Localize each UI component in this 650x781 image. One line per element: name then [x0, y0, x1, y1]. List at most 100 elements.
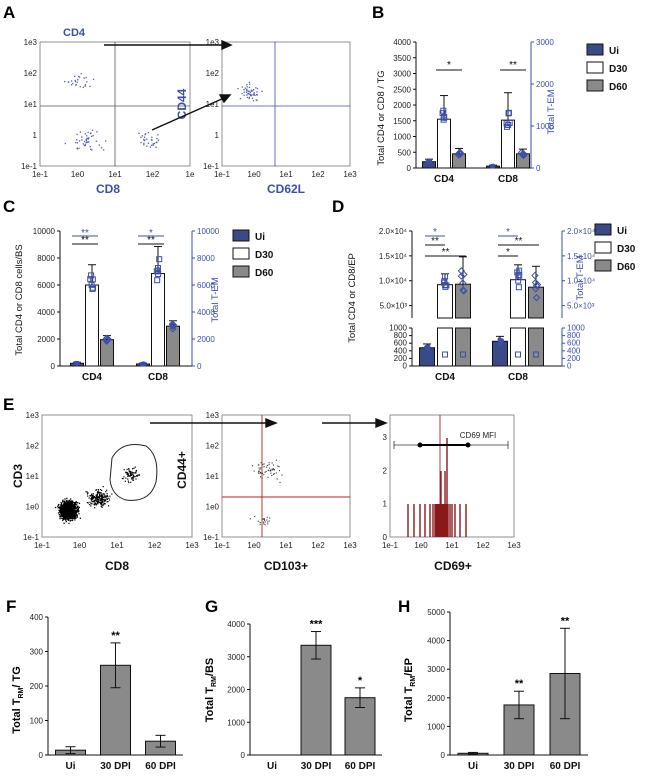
x-tick-label: 1e1	[279, 541, 293, 550]
event-dot	[69, 502, 71, 504]
event-dot	[73, 505, 75, 508]
event-dot	[96, 494, 98, 496]
x-tick-label: 1e1	[445, 541, 459, 550]
y-tick-label: 1e3	[206, 411, 220, 420]
event-dot	[74, 505, 77, 508]
event-dot	[71, 503, 73, 505]
e2-frame	[221, 414, 351, 538]
event-dot	[91, 497, 94, 500]
event-dot	[101, 495, 103, 498]
event-dot	[94, 497, 96, 499]
event-dot	[143, 144, 145, 146]
event-dot	[87, 495, 89, 497]
event-dot	[137, 474, 139, 476]
event-dot	[59, 511, 61, 514]
svg-text:*: *	[149, 228, 153, 239]
event-dot	[103, 500, 105, 502]
svg-text:**: **	[515, 236, 523, 247]
event-dot	[109, 495, 111, 497]
event-dot	[155, 146, 157, 148]
event-dot	[101, 506, 103, 509]
event-dot	[63, 508, 65, 510]
event-dot	[155, 141, 157, 144]
c-ylabel: Total CD4 or CD8 cells/BS	[14, 244, 25, 355]
event-dot	[75, 84, 78, 86]
event-dot	[106, 489, 108, 491]
event-dot	[78, 506, 81, 509]
y-tick-label: 2.0×10⁴	[379, 227, 408, 236]
event-dot	[90, 503, 92, 505]
event-dot	[58, 509, 60, 512]
event-dot	[130, 472, 132, 475]
event-dot	[60, 504, 62, 506]
data-point	[88, 281, 95, 288]
event-dot	[64, 512, 67, 514]
event-dot	[260, 467, 262, 469]
event-dot	[87, 141, 89, 143]
event-dot	[248, 93, 250, 95]
event-dot	[98, 496, 100, 498]
event-dot	[68, 511, 71, 513]
y-tick-label: 1e3	[206, 38, 220, 47]
y-tick-label: 1000	[393, 133, 411, 142]
event-dot	[140, 141, 142, 144]
event-dot	[126, 468, 128, 471]
e1-gate	[109, 444, 158, 501]
event-dot	[97, 496, 99, 498]
event-dot	[244, 87, 246, 89]
event-dot	[72, 501, 74, 503]
event-dot	[73, 511, 75, 513]
event-dot	[66, 505, 68, 507]
panel-label-c: C	[3, 197, 15, 216]
data-point	[460, 287, 468, 295]
event-dot	[72, 515, 74, 517]
event-dot	[277, 465, 279, 467]
data-point	[154, 267, 161, 274]
event-dot	[99, 499, 101, 502]
y2-tick-label: 8000	[197, 254, 215, 263]
event-dot	[265, 470, 267, 473]
event-dot	[123, 476, 125, 478]
y-tick-label: 1e2	[206, 442, 220, 451]
y-tick-label: 2500	[393, 85, 411, 94]
event-dot	[251, 465, 254, 467]
panel-a-left-plot: CD4 1e3 1e2 1e1 1 1e-1 1e-1 1e0 1e1 1e2 1e CD8	[21, 27, 195, 196]
event-dot	[108, 497, 110, 499]
a-arrowhead-bottom	[218, 94, 232, 104]
event-dot	[59, 516, 61, 518]
e3-annotation: CD69 MFI	[460, 431, 496, 440]
event-dot	[271, 469, 273, 471]
event-dot	[60, 513, 62, 516]
event-dot	[135, 472, 137, 474]
event-dot	[249, 518, 251, 520]
event-dot	[143, 138, 145, 141]
data-point	[140, 361, 146, 367]
category-label: 30 DPI	[100, 761, 131, 772]
event-dot	[62, 519, 64, 522]
data-point	[531, 271, 539, 280]
event-dot	[131, 473, 133, 475]
event-dot	[264, 471, 266, 473]
y2-tick-label: 400	[567, 346, 581, 355]
event-dot	[100, 492, 102, 494]
event-dot	[261, 477, 263, 479]
event-dot	[125, 477, 127, 479]
event-dot	[260, 472, 262, 474]
event-dot	[64, 505, 67, 508]
data-point	[457, 272, 466, 280]
event-dot	[157, 139, 160, 141]
x-tick-label: 1e3	[343, 541, 357, 550]
event-dot	[246, 94, 248, 96]
event-dot	[149, 146, 152, 148]
event-dot	[90, 148, 92, 150]
y-tick-label: 1e2	[24, 69, 38, 78]
event-dot	[85, 140, 88, 142]
data-point	[440, 107, 447, 114]
data-point	[505, 109, 512, 116]
event-dot	[146, 138, 148, 140]
y-tick-label: 1000	[427, 722, 445, 731]
svg-text:*: *	[433, 227, 437, 238]
event-dot	[96, 497, 98, 500]
event-dot	[73, 515, 75, 517]
event-dot	[101, 499, 103, 501]
